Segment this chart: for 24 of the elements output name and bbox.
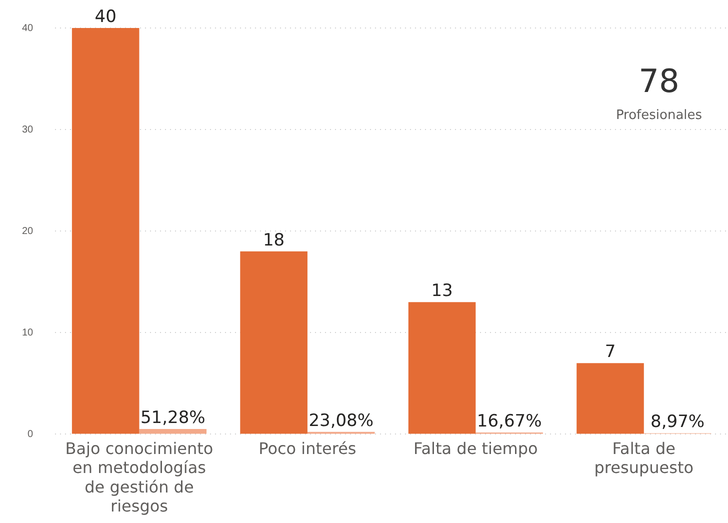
x-tick-label: Bajo conocimiento en metodologías de gestión de riesgos xyxy=(65,438,214,516)
y-tick-label: 40 xyxy=(22,22,34,34)
data-label: 13 xyxy=(431,281,453,302)
y-tick-label: 30 xyxy=(22,124,34,136)
data-label: 8,97% xyxy=(650,412,705,432)
bar xyxy=(576,363,644,434)
x-tick-label: Falta de tiempo xyxy=(414,438,538,458)
y-tick-label: 0 xyxy=(28,428,34,440)
data-label: 7 xyxy=(604,342,616,362)
x-tick-label: Falta de presupuesto xyxy=(594,438,694,478)
annotation: 78 xyxy=(638,62,680,100)
annotation: Profesionales xyxy=(614,108,704,123)
data-label: 16,67% xyxy=(476,411,542,432)
data-label: 51,28% xyxy=(140,408,206,428)
bar xyxy=(139,428,207,434)
y-tick-label: 10 xyxy=(22,327,34,338)
y-tick-label: 20 xyxy=(22,226,34,237)
data-label: 40 xyxy=(94,6,116,27)
x-tick-label: Poco interés xyxy=(258,438,356,458)
data-label: 23,08% xyxy=(308,410,374,431)
data-label: 18 xyxy=(262,230,285,250)
bar xyxy=(408,302,476,434)
bar xyxy=(72,28,140,434)
bar xyxy=(240,251,308,434)
